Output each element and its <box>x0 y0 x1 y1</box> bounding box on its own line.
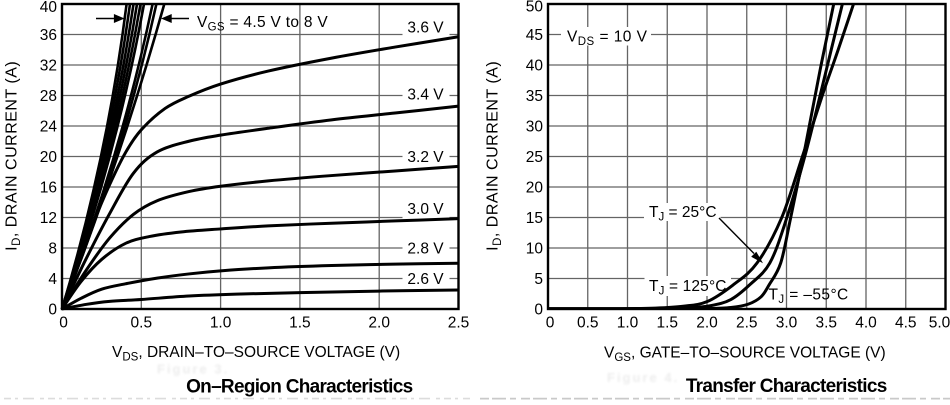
svg-text:32: 32 <box>40 58 57 75</box>
svg-text:2.5: 2.5 <box>736 315 758 332</box>
svg-text:4.0: 4.0 <box>855 315 877 332</box>
svg-text:0: 0 <box>534 302 543 319</box>
svg-text:2.5: 2.5 <box>448 315 470 332</box>
svg-text:0.5: 0.5 <box>131 315 153 332</box>
svg-text:3.5: 3.5 <box>815 315 837 332</box>
svg-text:15: 15 <box>526 210 543 227</box>
svg-text:30: 30 <box>526 119 544 136</box>
svg-text:3.2 V: 3.2 V <box>407 149 444 166</box>
svg-text:24: 24 <box>40 119 58 136</box>
svg-text:1.5: 1.5 <box>656 315 678 332</box>
svg-text:20: 20 <box>40 149 58 166</box>
svg-text:TJ = 125°C: TJ = 125°C <box>649 278 727 298</box>
svg-text:0: 0 <box>546 315 555 332</box>
svg-text:0: 0 <box>59 315 68 332</box>
svg-text:1.5: 1.5 <box>289 315 311 332</box>
svg-text:3.0: 3.0 <box>776 315 798 332</box>
svg-text:12: 12 <box>40 210 57 227</box>
svg-text:16: 16 <box>40 180 57 197</box>
svg-text:3.6 V: 3.6 V <box>407 19 444 36</box>
svg-text:2.0: 2.0 <box>696 315 718 332</box>
svg-text:4.5: 4.5 <box>895 315 917 332</box>
svg-text:Transfer Characteristics: Transfer Characteristics <box>686 376 887 397</box>
svg-text:Figure 3.: Figure 3. <box>157 362 229 377</box>
svg-text:ID, DRAIN CURRENT (A): ID, DRAIN CURRENT (A) <box>4 61 24 251</box>
svg-text:2.6 V: 2.6 V <box>407 271 444 288</box>
svg-text:50: 50 <box>526 0 544 16</box>
svg-text:VGS = 4.5 V to 8 V: VGS = 4.5 V to 8 V <box>197 14 328 34</box>
svg-text:ID, DRAIN CURRENT (A): ID, DRAIN CURRENT (A) <box>485 61 505 251</box>
svg-text:5.0: 5.0 <box>929 315 950 332</box>
svg-text:0.5: 0.5 <box>577 315 599 332</box>
svg-text:0: 0 <box>48 302 57 319</box>
svg-text:20: 20 <box>526 180 544 197</box>
svg-text:TJ = –55°C: TJ = –55°C <box>769 287 849 307</box>
svg-text:36: 36 <box>40 27 57 44</box>
svg-text:VDS, DRAIN–TO–SOURCE VOLTAGE (: VDS, DRAIN–TO–SOURCE VOLTAGE (V) <box>112 344 400 364</box>
svg-text:VGS, GATE–TO–SOURCE VOLTAGE (V: VGS, GATE–TO–SOURCE VOLTAGE (V) <box>604 345 886 365</box>
svg-text:2.8 V: 2.8 V <box>407 241 444 258</box>
svg-text:3.0 V: 3.0 V <box>407 201 444 218</box>
svg-text:TJ = 25°C: TJ = 25°C <box>649 204 717 224</box>
svg-text:28: 28 <box>40 88 57 105</box>
svg-text:45: 45 <box>526 27 543 44</box>
svg-text:2.0: 2.0 <box>368 315 390 332</box>
svg-text:4: 4 <box>48 271 57 288</box>
svg-text:35: 35 <box>526 88 543 105</box>
svg-text:40: 40 <box>40 0 58 16</box>
svg-text:On–Region Characteristics: On–Region Characteristics <box>186 377 413 398</box>
svg-text:10: 10 <box>526 241 544 258</box>
svg-text:3.4 V: 3.4 V <box>407 87 444 104</box>
svg-text:40: 40 <box>526 58 544 75</box>
svg-text:Figure 4.: Figure 4. <box>607 370 679 385</box>
svg-text:8: 8 <box>48 241 57 258</box>
svg-text:5: 5 <box>534 271 543 288</box>
svg-text:1.0: 1.0 <box>617 315 639 332</box>
svg-text:25: 25 <box>526 149 543 166</box>
svg-text:1.0: 1.0 <box>210 315 232 332</box>
